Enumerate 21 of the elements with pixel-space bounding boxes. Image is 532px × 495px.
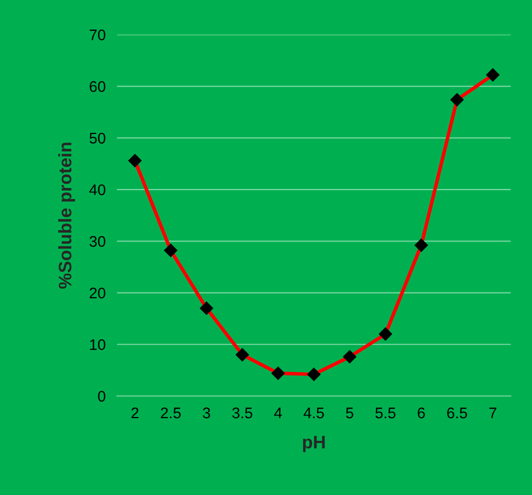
y-axis-title: %Soluble protein [58, 142, 76, 289]
y-tick-label: 20 [90, 288, 106, 298]
y-tick-label: 0 [98, 390, 106, 402]
x-tick-label: 4 [274, 408, 282, 418]
x-tick-label: 5 [346, 408, 354, 418]
x-tick-label: 2.5 [160, 408, 181, 418]
x-tick-label: 3 [202, 408, 210, 418]
y-tick-label: 70 [90, 30, 106, 40]
x-axis-title: pH [303, 436, 325, 452]
x-tick-label: 6.5 [447, 408, 468, 418]
x-tick-label: 2 [131, 408, 138, 418]
y-tick-label: 40 [89, 184, 106, 196]
x-tick-label: 6 [418, 408, 425, 418]
x-tick-label: 5.5 [375, 408, 396, 418]
x-tick-label: 3.5 [232, 408, 252, 418]
x-tick-label: 7 [489, 408, 496, 418]
y-tick-label: 50 [90, 132, 106, 144]
y-tick-label: 60 [90, 81, 106, 92]
y-tick-label: 10 [90, 339, 106, 350]
y-tick-label: 30 [90, 236, 106, 247]
x-tick-label: 4.5 [304, 408, 324, 418]
